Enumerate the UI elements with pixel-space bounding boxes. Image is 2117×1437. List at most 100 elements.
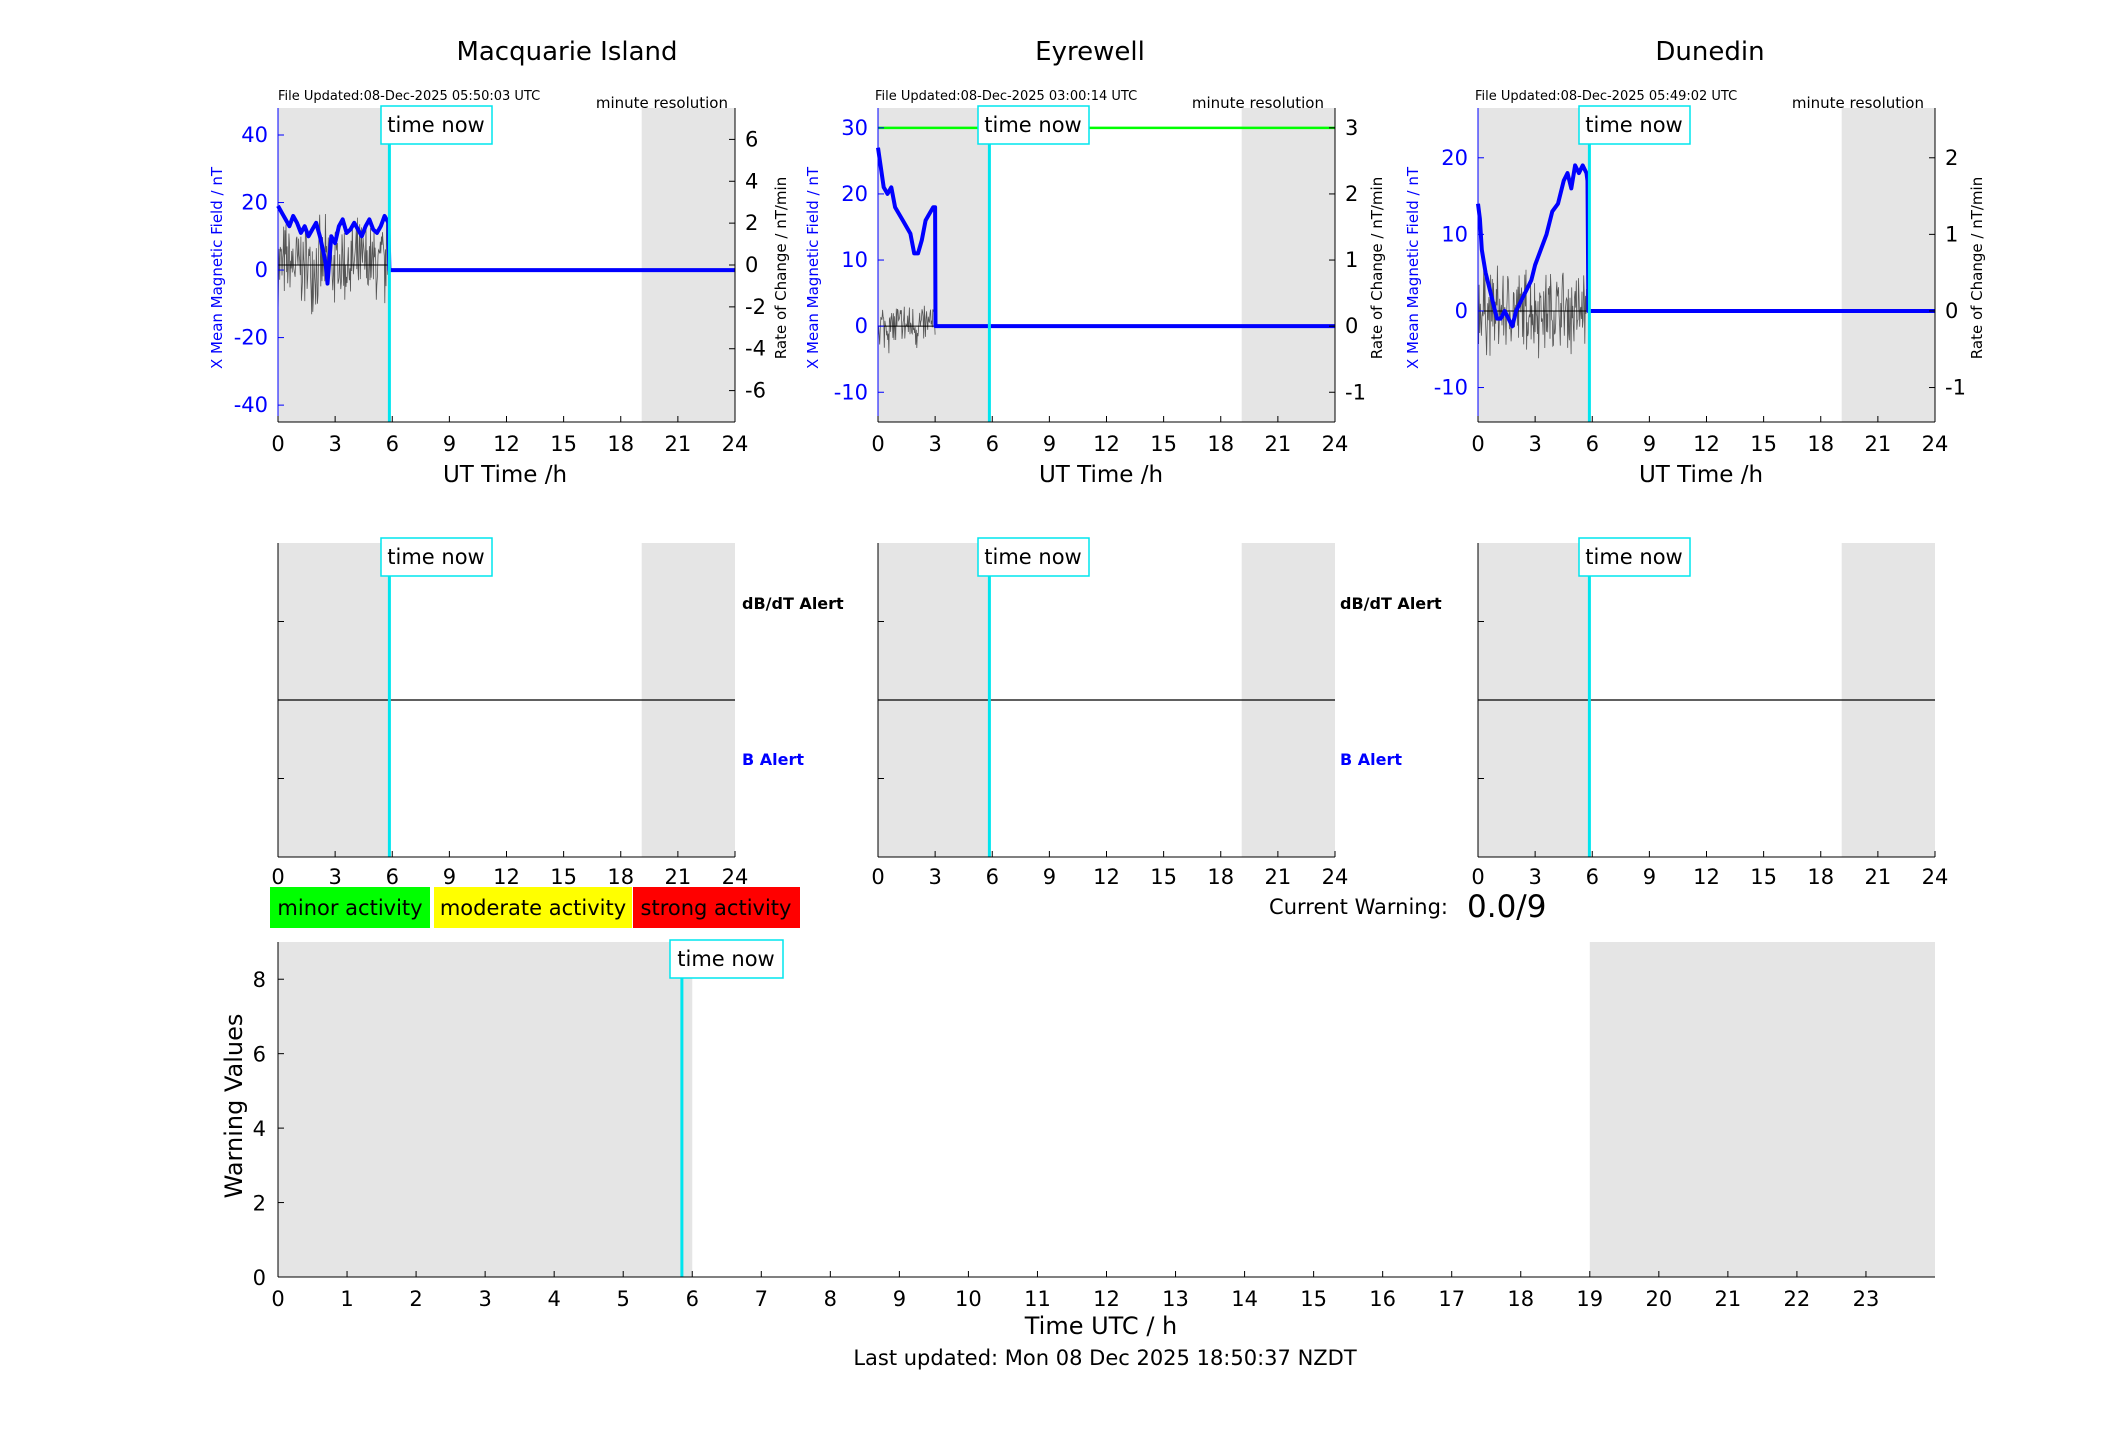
y-tick-label-right: 1 (1945, 222, 1958, 246)
y-axis-label-left: X Mean Magnetic Field / nT (208, 166, 226, 369)
x-tick-label: 13 (1162, 1287, 1189, 1311)
x-tick-label: 24 (1322, 432, 1349, 456)
dbdt-alert-label: dB/dT Alert (742, 594, 844, 613)
x-tick-label: 6 (386, 865, 399, 889)
x-tick-label: 14 (1231, 1287, 1258, 1311)
x-tick-label: 24 (1922, 865, 1949, 889)
x-tick-label: 0 (871, 865, 884, 889)
x-tick-label: 16 (1369, 1287, 1396, 1311)
x-tick-label: 3 (928, 865, 941, 889)
plot-layer (878, 543, 1335, 857)
y-axis-label-right: Rate of Change / nT/min (1968, 177, 1986, 359)
current-warning-label: Current Warning: (1269, 895, 1448, 919)
plot-layer (276, 108, 735, 422)
current-warning-value: 0.0/9 (1467, 889, 1546, 925)
x-tick-label: 23 (1853, 1287, 1880, 1311)
y-axis-label-left: X Mean Magnetic Field / nT (1404, 166, 1422, 369)
time-now-box (380, 105, 493, 145)
activity-legend: minor activity moderate activity strong … (270, 887, 800, 928)
x-tick-label: 20 (1645, 1287, 1672, 1311)
panel-title: Eyrewell (1035, 37, 1145, 67)
y-tick-label: 8 (253, 968, 266, 992)
x-tick-label: 8 (824, 1287, 837, 1311)
time-now-box (669, 939, 784, 979)
x-tick-label: 1 (340, 1287, 353, 1311)
x-tick-label: 4 (547, 1287, 560, 1311)
resolution-label: minute resolution (1792, 94, 1924, 112)
x-tick-label: 24 (722, 865, 749, 889)
y-axis-label-left: X Mean Magnetic Field / nT (804, 166, 822, 369)
y-tick-label-right: 2 (745, 211, 758, 235)
field-line (876, 147, 1335, 329)
y-tick-label-left: 30 (841, 116, 868, 140)
x-tick-label: 15 (1750, 865, 1777, 889)
x-axis-label: UT Time /h (1039, 462, 1163, 488)
last-updated-footer: Last updated: Mon 08 Dec 2025 18:50:37 N… (853, 1346, 1357, 1370)
eyrewell-alert-panel: dB/dT Alert B Alert time now 0 3 6 9 12 15 18 2… (871, 537, 1442, 889)
x-tick-label: 7 (755, 1287, 768, 1311)
x-tick-label: 6 (986, 432, 999, 456)
y-axis-label-right: Rate of Change / nT/min (1368, 177, 1386, 359)
x-tick-label: 3 (1528, 432, 1541, 456)
x-tick-label: 12 (493, 865, 520, 889)
field-line (276, 204, 735, 286)
x-tick-label: 12 (1093, 432, 1120, 456)
x-axis-label: Time UTC / h (1024, 1312, 1178, 1340)
y-tick-label-left: 0 (855, 314, 868, 338)
rate-of-change-line (877, 305, 936, 354)
plot-layer (278, 942, 1935, 1277)
night-shade (1241, 108, 1335, 422)
x-tick-label: 21 (1265, 432, 1292, 456)
x-tick-label: 24 (1322, 865, 1349, 889)
time-now-tag: time now (380, 105, 493, 145)
dbdt-alert-label: dB/dT Alert (1340, 594, 1442, 613)
time-now-label: time now (387, 545, 484, 569)
x-tick-label: 15 (1300, 1287, 1327, 1311)
x-tick-label: 9 (893, 1287, 906, 1311)
file-updated-label: File Updated:08-Dec-2025 05:50:03 UTC (278, 89, 540, 104)
x-tick-label: 9 (1643, 432, 1656, 456)
night-shade (641, 108, 735, 422)
y-tick-label-left: 10 (1441, 222, 1468, 246)
x-tick-label: 6 (1586, 865, 1599, 889)
x-tick-label: 15 (1750, 432, 1777, 456)
x-tick-label: 24 (722, 432, 749, 456)
y-tick-label: 2 (253, 1192, 266, 1216)
x-tick-label: 18 (1207, 865, 1234, 889)
field-line (1476, 163, 1935, 329)
x-tick-label: 12 (1093, 865, 1120, 889)
x-tick-label: 10 (955, 1287, 982, 1311)
macquarie-alert-panel: dB/dT Alert B Alert time now 0 3 6 9 12 15 18 2… (271, 537, 844, 889)
plot-layer (1478, 543, 1935, 857)
x-tick-label: 18 (1507, 1287, 1534, 1311)
time-now-label: time now (677, 947, 774, 971)
x-tick-label: 6 (986, 865, 999, 889)
y-tick-label-left: -10 (1434, 376, 1468, 400)
x-tick-label: 21 (665, 432, 692, 456)
x-tick-label: 21 (665, 865, 692, 889)
y-axis-label-right: Rate of Change / nT/min (772, 177, 790, 359)
panel-title: Macquarie Island (456, 37, 677, 67)
x-tick-label: 3 (928, 432, 941, 456)
time-now-label: time now (984, 545, 1081, 569)
panel-title: Dunedin (1655, 37, 1764, 67)
x-tick-label: 2 (409, 1287, 422, 1311)
legend-moderate-label: moderate activity (440, 896, 626, 920)
x-tick-label: 18 (607, 432, 634, 456)
x-tick-label: 21 (1715, 1287, 1742, 1311)
night-shade (1841, 108, 1935, 422)
time-now-tag: time now (977, 105, 1090, 145)
x-axis-label: UT Time /h (443, 462, 567, 488)
y-tick-label-right: 2 (1345, 182, 1358, 206)
file-updated-label: File Updated:08-Dec-2025 03:00:14 UTC (875, 89, 1137, 104)
time-now-label: time now (1585, 545, 1682, 569)
x-tick-label: 18 (1807, 865, 1834, 889)
time-now-tag: time now (669, 939, 784, 979)
y-tick-label-left: -40 (234, 393, 268, 417)
y-tick-label-right: 0 (1945, 299, 1958, 323)
plot-layer (1476, 108, 1935, 422)
legend-strong-swatch (633, 887, 800, 928)
x-tick-label: 21 (1265, 865, 1292, 889)
